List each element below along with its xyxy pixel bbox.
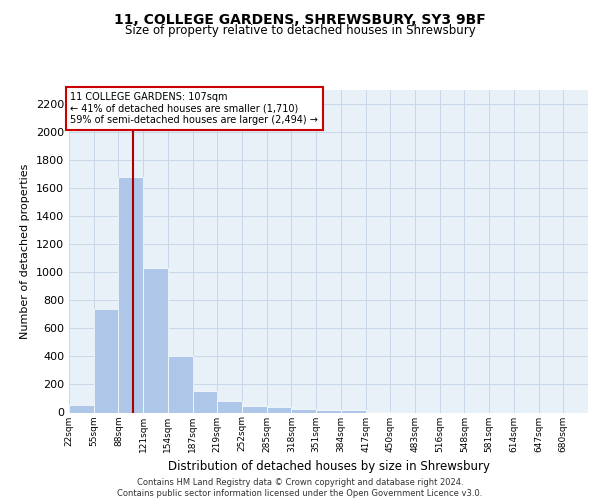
Bar bbox=[168, 356, 193, 412]
Y-axis label: Number of detached properties: Number of detached properties bbox=[20, 164, 31, 339]
Bar bbox=[143, 268, 168, 412]
Bar bbox=[193, 392, 217, 412]
Text: 11, COLLEGE GARDENS, SHREWSBURY, SY3 9BF: 11, COLLEGE GARDENS, SHREWSBURY, SY3 9BF bbox=[114, 12, 486, 26]
Bar bbox=[292, 409, 316, 412]
X-axis label: Distribution of detached houses by size in Shrewsbury: Distribution of detached houses by size … bbox=[167, 460, 490, 473]
Text: Size of property relative to detached houses in Shrewsbury: Size of property relative to detached ho… bbox=[125, 24, 475, 37]
Bar bbox=[242, 406, 267, 412]
Bar bbox=[118, 177, 143, 412]
Text: 11 COLLEGE GARDENS: 107sqm
← 41% of detached houses are smaller (1,710)
59% of s: 11 COLLEGE GARDENS: 107sqm ← 41% of deta… bbox=[70, 92, 319, 126]
Bar bbox=[217, 402, 242, 412]
Bar bbox=[69, 406, 94, 412]
Bar bbox=[341, 410, 365, 412]
Text: Contains HM Land Registry data © Crown copyright and database right 2024.
Contai: Contains HM Land Registry data © Crown c… bbox=[118, 478, 482, 498]
Bar bbox=[316, 410, 341, 412]
Bar bbox=[94, 308, 118, 412]
Bar bbox=[267, 407, 292, 412]
